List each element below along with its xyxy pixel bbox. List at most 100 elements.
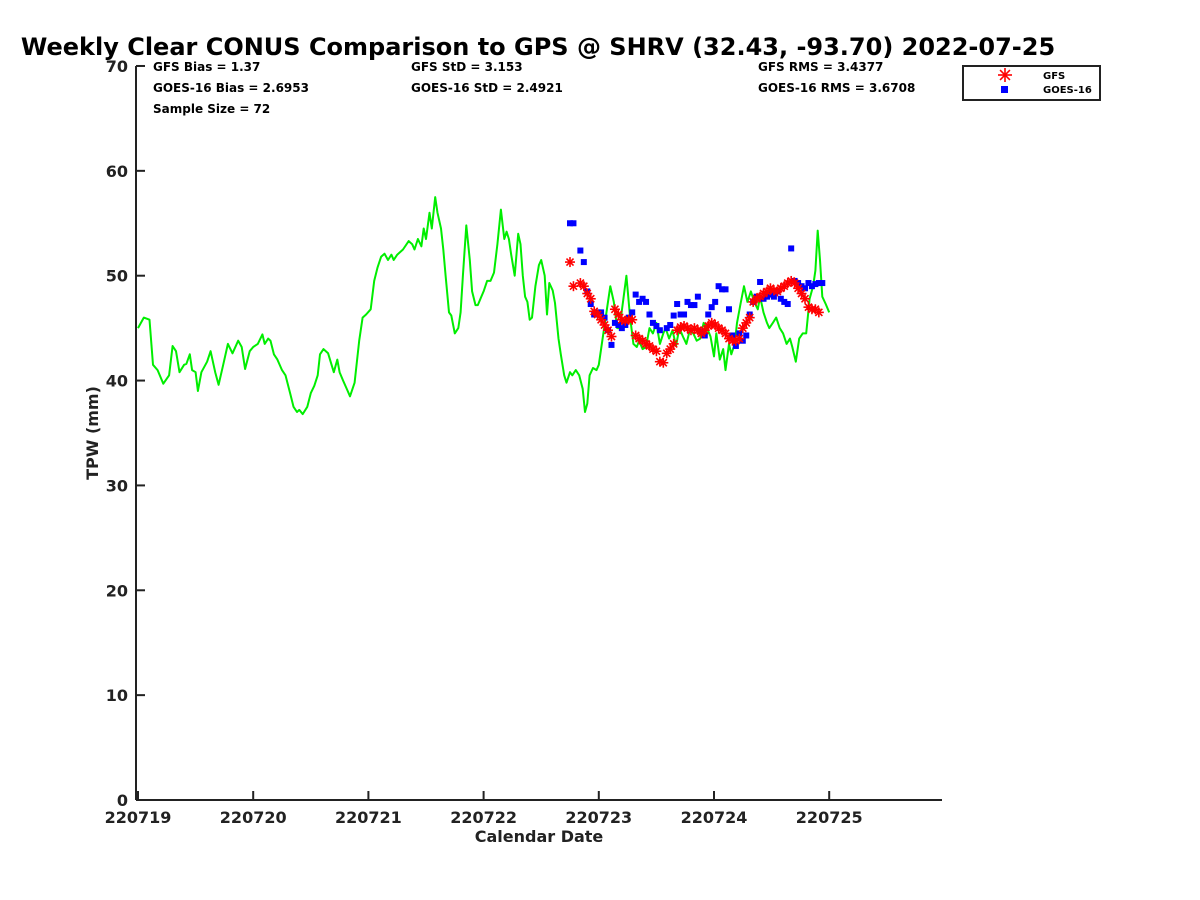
goes16-point	[743, 332, 750, 339]
stat-goes-bias: GOES-16 Bias = 2.6953	[153, 81, 309, 95]
goes16-point	[722, 286, 729, 293]
goes16-point	[639, 295, 646, 302]
goes16-point	[684, 298, 691, 305]
x-tick-label: 220720	[220, 808, 287, 827]
goes16-point	[777, 295, 784, 302]
goes16-point	[567, 220, 573, 227]
x-tick-label: 220721	[335, 808, 402, 827]
x-tick-label: 220725	[796, 808, 863, 827]
goes16-point	[712, 298, 719, 305]
gfs-point	[734, 333, 745, 344]
goes16-point	[681, 311, 688, 318]
gfs-point	[613, 309, 624, 320]
stat-sample-size: Sample Size = 72	[153, 102, 270, 116]
goes16-point	[674, 301, 681, 308]
goes16-point	[677, 311, 684, 318]
stat-goes-rms: GOES-16 RMS = 3.6708	[758, 81, 915, 95]
goes16-point	[629, 309, 636, 316]
plot-area	[137, 196, 831, 416]
goes16-point	[815, 280, 822, 287]
goes16-point	[715, 283, 722, 290]
gfs-point	[609, 304, 620, 315]
series-gfs-points	[565, 257, 824, 368]
gfs-point	[651, 346, 662, 357]
gfs-point	[789, 278, 800, 289]
goes16-point	[760, 295, 767, 302]
gfs-point	[800, 293, 811, 304]
y-tick-label: 30	[106, 476, 128, 495]
gfs-point	[744, 312, 755, 323]
gfs-point	[585, 293, 596, 304]
goes16-point	[701, 332, 708, 339]
goes16-point	[646, 311, 653, 318]
goes16-point	[694, 293, 701, 300]
legend-gfs-marker-icon	[998, 68, 1012, 82]
series-gps-line	[137, 196, 831, 416]
gfs-point	[641, 338, 652, 349]
gfs-legend-star	[998, 68, 1012, 82]
legend-goes16-label: GOES-16	[1043, 85, 1092, 96]
goes16-point	[598, 309, 605, 316]
goes16-point	[691, 302, 698, 309]
goes16-point	[570, 220, 577, 227]
goes16-point	[632, 291, 639, 298]
gfs-point	[813, 307, 824, 318]
gfs-point	[606, 331, 617, 342]
stat-gfs-rms: GFS RMS = 3.4377	[758, 60, 883, 74]
goes16-point	[618, 325, 625, 332]
gfs-point	[578, 281, 589, 292]
goes16-point	[784, 301, 791, 308]
gfs-point	[627, 314, 638, 325]
chart-title: Weekly Clear CONUS Comparison to GPS @ S…	[21, 33, 1055, 61]
x-ticks: 220719 220720 220721 220722 220723 220724 2207…	[105, 791, 863, 827]
goes16-point	[802, 285, 809, 292]
gfs-point	[596, 314, 607, 325]
gfs-point	[658, 357, 669, 368]
gfs-point	[565, 257, 575, 268]
goes16-point	[653, 323, 660, 330]
goes16-point	[577, 247, 584, 254]
gfs-point	[737, 323, 748, 334]
y-tick-label: 0	[117, 791, 128, 810]
x-axis-label: Calendar Date	[475, 827, 604, 846]
stat-goes-std: GOES-16 StD = 2.4921	[411, 81, 563, 95]
gfs-point	[599, 319, 610, 330]
goes16-point	[808, 283, 815, 290]
goes16-point	[708, 304, 715, 311]
goes16-point	[663, 325, 670, 332]
goes16-point	[719, 286, 726, 293]
goes16-point	[649, 319, 656, 326]
y-tick-label: 70	[106, 57, 128, 76]
legend-box	[962, 65, 1101, 101]
gfs-point	[582, 288, 593, 299]
goes16-point	[770, 293, 777, 300]
goes16-point	[805, 280, 812, 287]
goes16-point	[667, 321, 674, 328]
x-tick-label: 220722	[450, 808, 517, 827]
goes16-point	[643, 298, 650, 305]
y-tick-label: 50	[106, 267, 128, 286]
x-tick-label: 220723	[565, 808, 632, 827]
gfs-point	[796, 288, 807, 299]
goes16-point	[812, 281, 819, 288]
y-tick-label: 60	[106, 162, 128, 181]
x-tick-label: 220724	[681, 808, 748, 827]
gfs-point	[720, 328, 731, 339]
goes16-point	[725, 306, 732, 313]
goes16-point	[788, 245, 795, 252]
gfs-point	[592, 309, 603, 320]
legend-goes16-marker-icon	[1001, 86, 1008, 93]
stat-gfs-std: GFS StD = 3.153	[411, 60, 523, 74]
goes16-point	[611, 319, 618, 326]
goes16-point	[732, 342, 739, 349]
goes16-point	[656, 327, 663, 334]
goes16-point	[636, 298, 643, 305]
goes16-point	[705, 311, 712, 318]
goes16-point	[687, 302, 694, 309]
goes16-point	[736, 330, 743, 337]
gfs-point	[668, 338, 679, 349]
y-ticks: 0 10 20 30 40 50 60 70	[106, 57, 145, 810]
y-tick-label: 40	[106, 372, 128, 391]
goes16-point	[739, 337, 746, 344]
